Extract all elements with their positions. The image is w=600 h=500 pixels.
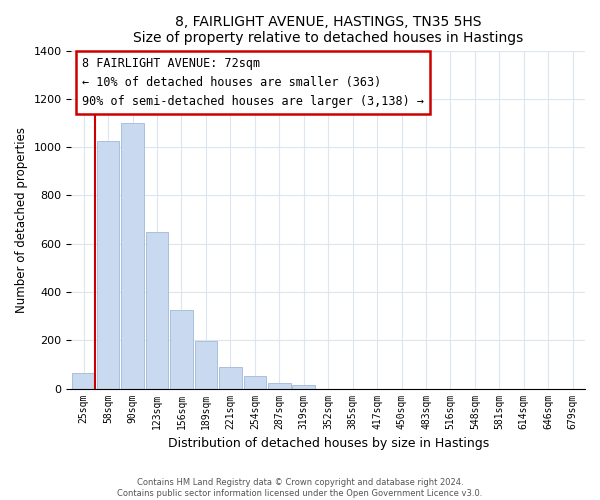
Bar	[292, 385, 315, 388]
Title: 8, FAIRLIGHT AVENUE, HASTINGS, TN35 5HS
Size of property relative to detached ho: 8, FAIRLIGHT AVENUE, HASTINGS, TN35 5HS …	[133, 15, 523, 45]
Bar	[219, 367, 242, 388]
Bar	[268, 382, 290, 388]
Y-axis label: Number of detached properties: Number of detached properties	[15, 126, 28, 312]
X-axis label: Distribution of detached houses by size in Hastings: Distribution of detached houses by size …	[167, 437, 489, 450]
Bar	[170, 310, 193, 388]
Bar	[121, 123, 144, 388]
Bar	[194, 342, 217, 388]
Text: 8 FAIRLIGHT AVENUE: 72sqm
← 10% of detached houses are smaller (363)
90% of semi: 8 FAIRLIGHT AVENUE: 72sqm ← 10% of detac…	[82, 58, 424, 108]
Bar	[73, 373, 95, 388]
Bar	[244, 376, 266, 388]
Bar	[97, 141, 119, 388]
Bar	[146, 232, 168, 388]
Text: Contains HM Land Registry data © Crown copyright and database right 2024.
Contai: Contains HM Land Registry data © Crown c…	[118, 478, 482, 498]
